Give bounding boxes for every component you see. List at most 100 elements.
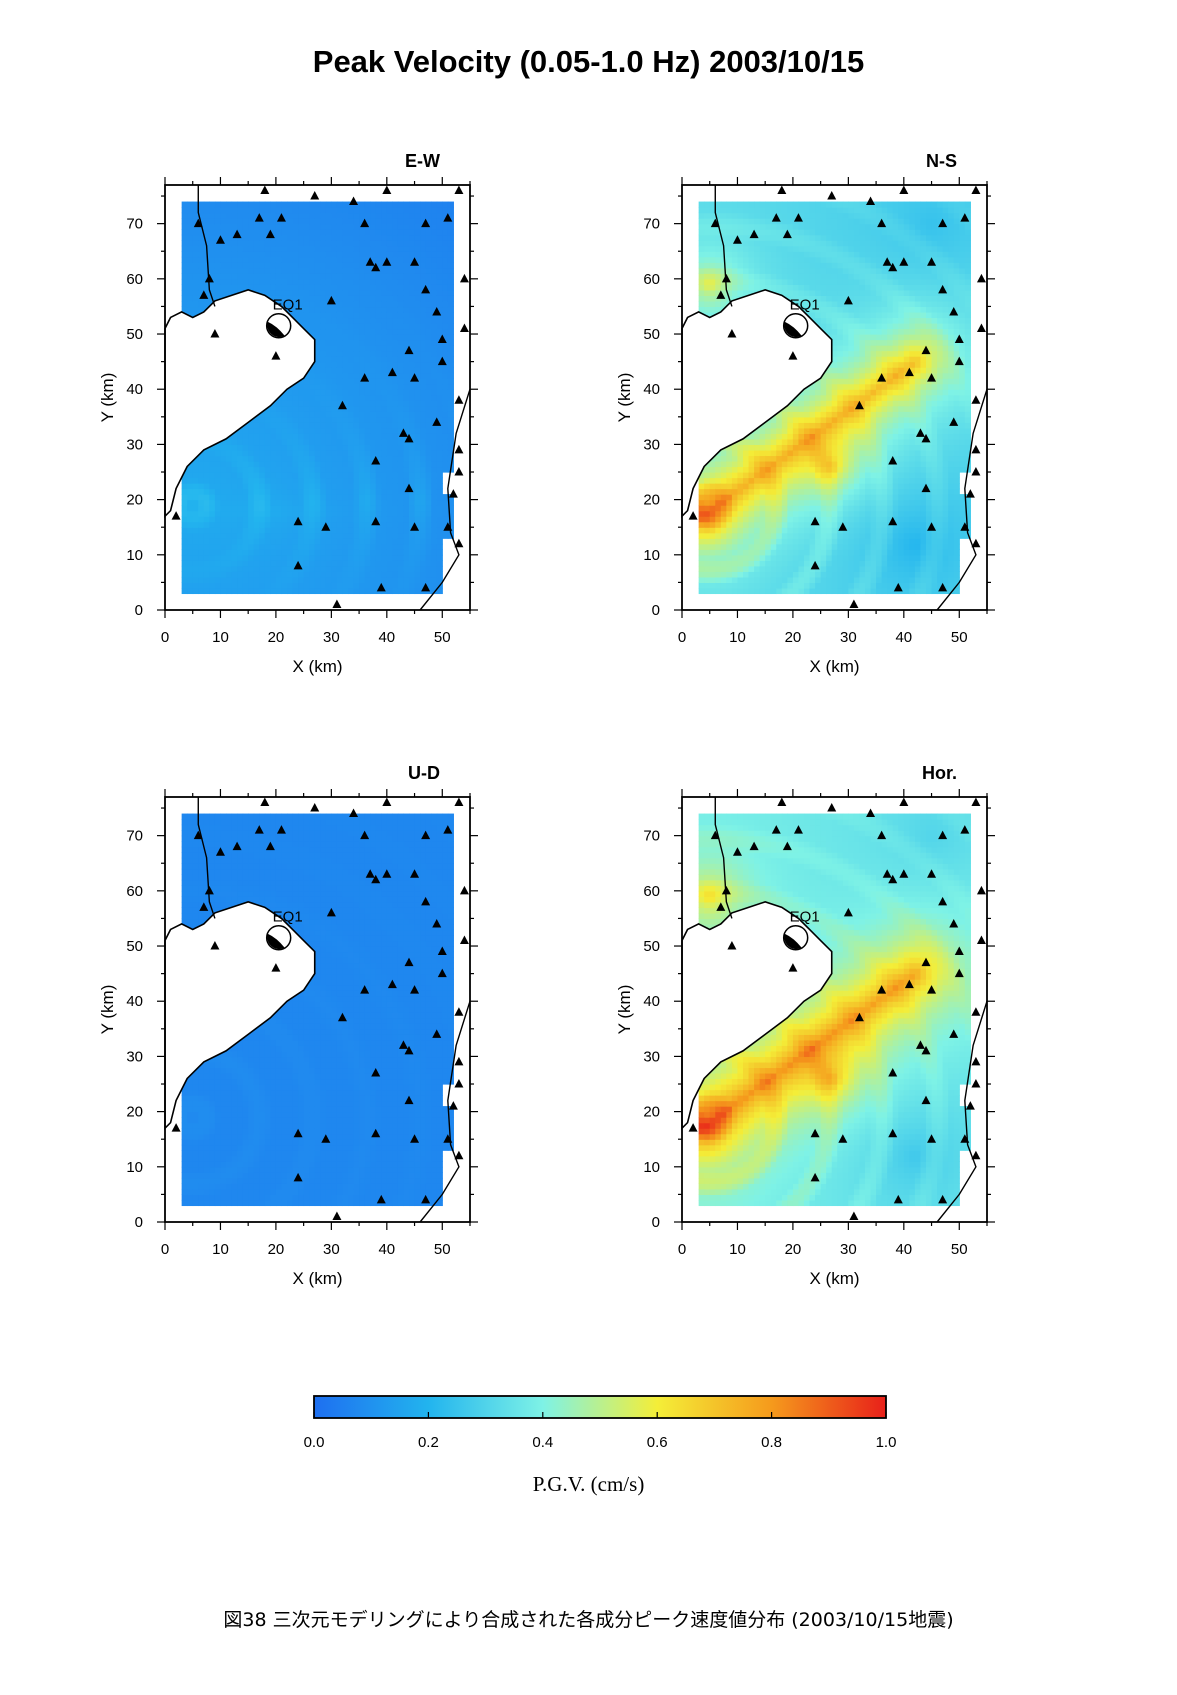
x-tick-label: 20 — [785, 629, 802, 646]
station-marker — [976, 935, 986, 945]
station-marker — [454, 1079, 464, 1088]
station-marker — [782, 229, 792, 239]
colorbar: 0.0 0.2 0.4 0.6 0.8 1.0 — [280, 1395, 920, 1515]
y-tick-label: 30 — [126, 436, 143, 453]
y-tick-label: 30 — [126, 1048, 143, 1065]
station-marker — [215, 847, 225, 856]
station-marker — [326, 295, 336, 305]
y-tick-label: 60 — [126, 883, 143, 900]
station-marker — [443, 522, 453, 531]
y-tick-label: 10 — [126, 1159, 143, 1176]
station-marker — [404, 345, 414, 355]
station-marker — [265, 841, 275, 851]
station-marker — [938, 218, 948, 228]
station-marker — [421, 284, 431, 294]
y-tick-label: 30 — [643, 1048, 660, 1065]
station-marker — [899, 869, 909, 878]
station-marker — [971, 538, 981, 548]
station-marker — [321, 1134, 331, 1143]
station-marker — [360, 830, 370, 840]
station-marker — [960, 825, 970, 834]
station-marker — [904, 367, 914, 377]
station-marker — [976, 273, 986, 283]
y-tick-label: 0 — [652, 602, 660, 619]
station-marker — [866, 808, 876, 818]
river-line — [197, 185, 216, 307]
x-tick-label: 0 — [161, 629, 169, 646]
station-marker — [199, 290, 209, 299]
axis-ticks — [674, 177, 995, 618]
component-title: Hor. — [922, 763, 957, 783]
y-axis-label: Y (km) — [615, 373, 634, 423]
station-marker — [954, 968, 964, 978]
station-marker — [459, 323, 469, 333]
station-marker — [965, 489, 975, 498]
station-marker — [971, 395, 981, 404]
station-marker — [410, 257, 420, 266]
plot-frame — [681, 184, 988, 611]
x-tick-label: 0 — [678, 629, 686, 646]
station-marker — [960, 522, 970, 531]
station-marker — [777, 797, 787, 807]
station-marker — [410, 373, 420, 382]
station-marker — [260, 797, 270, 807]
station-marker — [443, 1134, 453, 1143]
station-marker — [276, 213, 286, 222]
y-axis-label: Y (km) — [98, 373, 117, 423]
bay-coastline — [681, 901, 833, 1131]
plot-frame — [164, 184, 471, 611]
x-tick-label: 20 — [268, 629, 285, 646]
station-marker — [215, 235, 225, 244]
colorbar-svg: 0.0 0.2 0.4 0.6 0.8 1.0 — [304, 1395, 896, 1451]
station-marker — [371, 1067, 381, 1077]
y-tick-label: 40 — [126, 381, 143, 398]
station-marker — [310, 191, 320, 200]
station-marker — [437, 946, 447, 956]
river-line — [714, 185, 733, 307]
station-marker — [971, 1056, 981, 1066]
station-marker — [938, 582, 948, 592]
station-marker — [432, 918, 442, 928]
station-marker — [854, 1012, 864, 1022]
x-tick-label: 30 — [840, 629, 857, 646]
station-marker — [293, 1172, 303, 1182]
station-marker — [204, 885, 214, 895]
colorbar-tick-label: 0.0 — [304, 1434, 325, 1451]
station-marker — [710, 218, 720, 228]
station-marker — [326, 907, 336, 917]
station-marker — [727, 941, 737, 950]
colorbar-tick-label: 0.8 — [761, 1434, 782, 1451]
station-marker — [927, 522, 937, 531]
station-marker — [365, 257, 375, 266]
station-marker — [337, 400, 347, 410]
station-marker — [721, 885, 731, 895]
station-marker — [921, 1045, 931, 1055]
station-marker — [771, 825, 781, 834]
panel-ns: EQ1 0 10 20 30 40 50 0 10 20 30 40 50 60 70 X (km) Y (km… — [597, 150, 1157, 750]
station-marker — [954, 946, 964, 956]
station-marker — [232, 841, 242, 851]
station-marker — [971, 467, 981, 476]
station-marker — [810, 1128, 820, 1138]
station-marker — [349, 196, 359, 206]
station-marker — [454, 467, 464, 476]
station-marker — [365, 869, 375, 878]
y-tick-label: 10 — [643, 547, 660, 564]
station-marker — [371, 874, 381, 884]
station-marker — [793, 825, 803, 834]
y-tick-label: 40 — [643, 381, 660, 398]
station-marker — [199, 902, 209, 911]
station-marker — [810, 560, 820, 570]
x-tick-label: 30 — [323, 629, 340, 646]
x-axis-label: X (km) — [292, 657, 342, 676]
focal-mechanism-icon — [782, 312, 809, 339]
station-marker — [810, 1172, 820, 1182]
x-tick-label: 0 — [161, 1241, 169, 1258]
x-tick-label: 40 — [378, 629, 395, 646]
station-marker — [938, 1194, 948, 1204]
y-tick-label: 50 — [126, 938, 143, 955]
y-tick-label: 10 — [126, 547, 143, 564]
x-axis-label: X (km) — [809, 1269, 859, 1288]
station-marker — [459, 935, 469, 945]
station-marker — [927, 869, 937, 878]
